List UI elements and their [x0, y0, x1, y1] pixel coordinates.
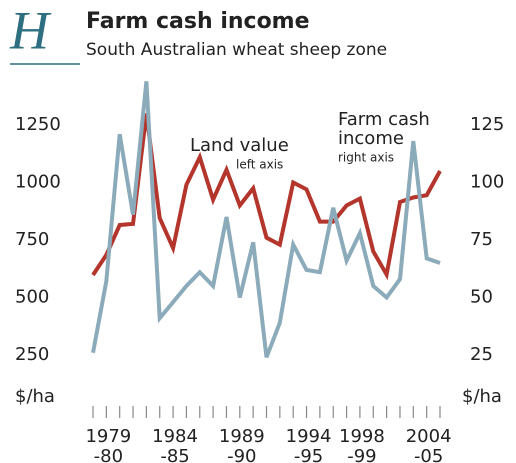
series-label: Farm cash income [338, 109, 430, 149]
series-line [91, 81, 441, 359]
x-tick-label: 1989 -90 [219, 426, 265, 463]
x-tick-label: 1979 -80 [85, 426, 131, 463]
badge: H [9, 0, 52, 60]
y2-tick-label: 125 [470, 114, 504, 135]
y-axis-label: $/ha [15, 386, 55, 407]
series-note: right axis [338, 151, 394, 165]
y2-axis-label: $/ha [462, 386, 502, 407]
x-tick-label: 2004 -05 [406, 426, 452, 463]
x-tick-label: 1994 -95 [286, 426, 332, 463]
chart-subtitle: South Australian wheat sheep zone [86, 40, 387, 60]
y-tick-label: 750 [15, 229, 49, 250]
y2-tick-label: 75 [470, 229, 493, 250]
y-tick-label: 500 [15, 287, 49, 308]
y2-tick-label: 100 [470, 172, 504, 193]
y-tick-label: 250 [15, 344, 49, 365]
y2-tick-label: 50 [470, 287, 493, 308]
series-note: left axis [236, 158, 283, 172]
series-label: Land value [190, 135, 289, 156]
x-tick-label: 1998 -99 [339, 426, 385, 463]
y-tick-label: 1250 [15, 114, 61, 135]
x-tick-label: 1984 -85 [152, 426, 198, 463]
y2-tick-label: 25 [470, 344, 493, 365]
chart-title: Farm cash income [86, 9, 310, 34]
y-tick-label: 1000 [15, 172, 61, 193]
